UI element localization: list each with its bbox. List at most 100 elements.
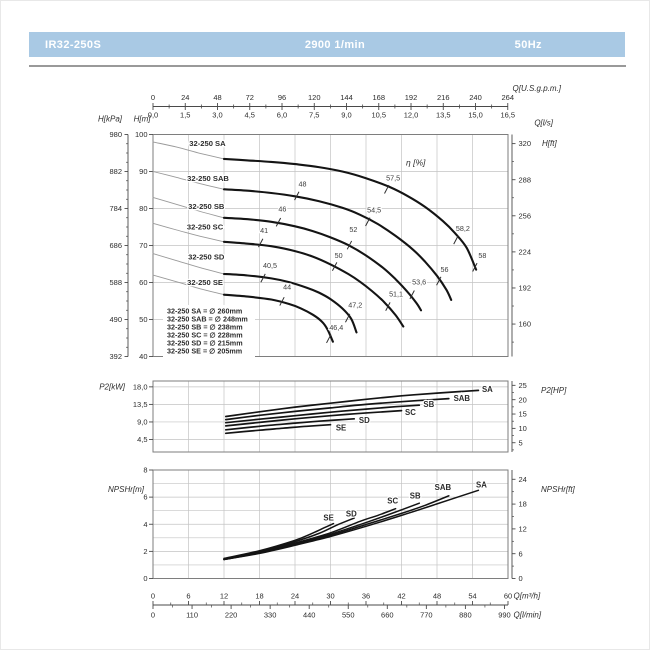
efficiency-value-label: 58 [478,251,486,260]
npshft-axis-label: NPSHr[ft] [541,485,576,494]
power-curve-SA [224,389,480,418]
efficiency-marks: 48 46 41 40,5 44 57,5 54,5 52 50 58,2 58 56 53,6 51,1… [258,172,488,344]
lmin-tick-label: 990 [498,611,511,620]
head-curve-32-250-SC-thin [152,222,225,243]
efficiency-value-label: 56 [441,265,449,274]
model-label: IR32-250S [45,38,102,51]
head-curve-32-250-SAB-thin [152,171,225,190]
ls-tick-label: 16,5 [500,111,515,120]
power-chart-grid [152,380,509,453]
m3h-tick-label: 42 [397,592,405,601]
hp-tick-label: 5 [519,438,523,447]
power-axes: 18,0 13,5 9,0 4,5 P2[kW] 25 20 15 10 5 P2[HP] [99,381,567,452]
ls-tick-label: 13,5 [436,111,451,120]
m3h-axis-label: Q[m³/h] [514,592,541,601]
npsh-axes: 8 6 4 2 0 NPSHr[m] 24 18 12 6 0 NPSHr[ft] [108,466,576,583]
npshm-tick-label: 6 [143,493,147,502]
top-flow-axis: 0 0,0 24 1,5 48 3,0 72 4,5 96 6,0 120 7,5 144 9,0 168 1… [148,84,562,128]
ls-tick-label: 3,0 [212,111,222,120]
npshm-tick-label: 4 [143,520,147,529]
ft-tick-label: 192 [519,284,532,293]
efficiency-tick [275,217,282,227]
ls-tick-label: 0,0 [148,111,158,120]
kpa-tick-label: 392 [109,352,122,361]
ls-tick-label: 10,5 [371,111,386,120]
head-left-axes: 980 882 784 686 588 490 392 100 90 80 70 60 50 40 H[kP… [98,115,153,361]
eta-label: η [%] [406,158,426,168]
power-curve-SAB [224,397,450,421]
power-curve-name: SC [405,408,416,417]
ls-tick-label: 4,5 [245,111,255,120]
kpa-axis-label: H[kPa] [98,115,123,124]
impeller-legend-line: 32-250 SAB = ∅ 248mm [167,315,248,324]
efficiency-tick [346,240,353,250]
power-curve-name: SAB [454,394,471,403]
npshm-axis-label: NPSHr[m] [108,485,145,494]
efficiency-tick [472,262,478,272]
efficiency-value-label: 40,5 [263,261,277,270]
bottom-flow-axis: 0 6 12 18 24 30 36 42 48 54 60 0 110 220 330 440 550 660 7… [151,592,542,620]
kpa-tick-label: 686 [109,241,122,250]
efficiency-value-label: 58,2 [456,224,470,233]
kw-axis-label: P2[kW] [99,382,126,391]
npshm-tick-label: 0 [143,574,147,583]
head-curve-name: 32-250 SB [188,202,225,211]
efficiency-value-label: 50 [335,251,343,260]
head-curve-32-250-SE-thin [152,274,225,296]
npsh-curve-name: SB [410,491,421,500]
lmin-tick-label: 880 [459,611,472,620]
efficiency-value-label: 52 [349,225,357,234]
hp-tick-label: 10 [519,424,527,433]
m3h-tick-label: 36 [362,592,370,601]
kw-tick-label: 4,5 [137,435,147,444]
gpm-tick-label: 144 [340,93,353,102]
impeller-legend-bg [163,305,255,357]
efficiency-value-label: 47,2 [348,300,362,309]
efficiency-value-label: 51,1 [389,290,403,299]
efficiency-tick [279,296,285,306]
head-m-tick-label: 60 [139,278,147,287]
power-curve-SC [224,409,403,427]
npsh-curve-name: SC [387,497,398,506]
kw-tick-label: 18,0 [133,382,148,391]
head-curve-32-250-SD [222,272,358,334]
head-m-axis-label: H[m] [134,115,152,124]
impeller-legend-line: 32-250 SC = ∅ 228mm [167,331,243,340]
ls-tick-label: 9,0 [341,111,351,120]
efficiency-tick [385,302,391,311]
impeller-legend-line: 32-250 SB = ∅ 238mm [167,323,243,332]
npshft-tick-label: 24 [519,475,527,484]
lmin-tick-label: 330 [264,611,277,620]
efficiency-value-label: 54,5 [367,206,381,215]
npshm-tick-label: 2 [143,547,147,556]
head-right-axis: 320 288 256 224 192 160 H[ft] [511,134,557,357]
head-curve-name: 32-250 SC [187,223,224,232]
impeller-legend-line: 32-250 SE = ∅ 205mm [167,347,242,356]
m3h-tick-label: 54 [468,592,476,601]
gpm-tick-label: 240 [469,93,482,102]
kpa-tick-label: 490 [109,315,122,324]
npsh-curve-name: SA [476,481,487,490]
gpm-tick-label: 216 [437,93,450,102]
ft-axis-label: H[ft] [542,139,557,148]
ls-tick-label: 15,0 [468,111,483,120]
speed-label: 2900 1/min [304,38,366,51]
efficiency-value-label: 48 [299,180,307,189]
gpm-tick-label: 72 [246,93,254,102]
lmin-tick-label: 440 [303,611,316,620]
m3h-tick-label: 60 [504,592,512,601]
power-curve-SD [224,417,356,431]
gpm-tick-label: 48 [213,93,221,102]
efficiency-tick [453,235,459,245]
npshft-tick-label: 18 [519,500,527,509]
efficiency-value-label: 53,6 [412,278,426,287]
gpm-tick-label: 96 [278,93,286,102]
lmin-tick-label: 0 [151,611,155,620]
ls-axis-label: Q[l/s] [534,119,553,128]
power-curve-name: SB [423,400,434,409]
efficiency-tick [331,262,338,272]
gpm-tick-label: 24 [181,93,189,102]
efficiency-value-label: 41 [260,226,268,235]
